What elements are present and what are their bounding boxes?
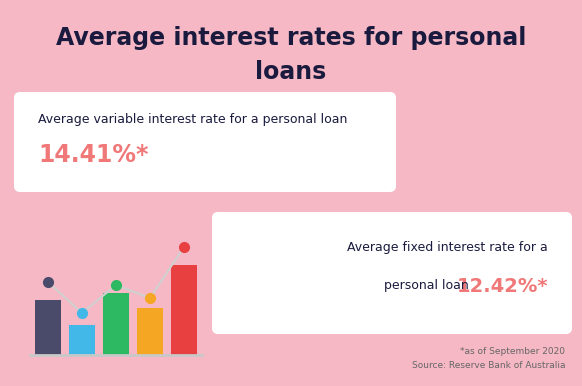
Bar bbox=[171, 265, 197, 355]
Text: loans: loans bbox=[255, 60, 327, 84]
Text: personal loan: personal loan bbox=[384, 279, 473, 293]
Bar bbox=[103, 293, 129, 355]
Bar bbox=[137, 308, 163, 355]
Text: *as of September 2020: *as of September 2020 bbox=[460, 347, 565, 357]
FancyBboxPatch shape bbox=[14, 92, 396, 192]
Text: 14.41%*: 14.41%* bbox=[38, 143, 148, 167]
Text: 12.42%*: 12.42%* bbox=[456, 276, 548, 296]
Bar bbox=[69, 325, 95, 355]
Text: Average fixed interest rate for a: Average fixed interest rate for a bbox=[347, 242, 548, 254]
Bar bbox=[35, 300, 61, 355]
Text: Average interest rates for personal: Average interest rates for personal bbox=[56, 26, 526, 50]
FancyBboxPatch shape bbox=[212, 212, 572, 334]
Text: Average variable interest rate for a personal loan: Average variable interest rate for a per… bbox=[38, 113, 347, 127]
Text: Source: Reserve Bank of Australia: Source: Reserve Bank of Australia bbox=[411, 362, 565, 371]
